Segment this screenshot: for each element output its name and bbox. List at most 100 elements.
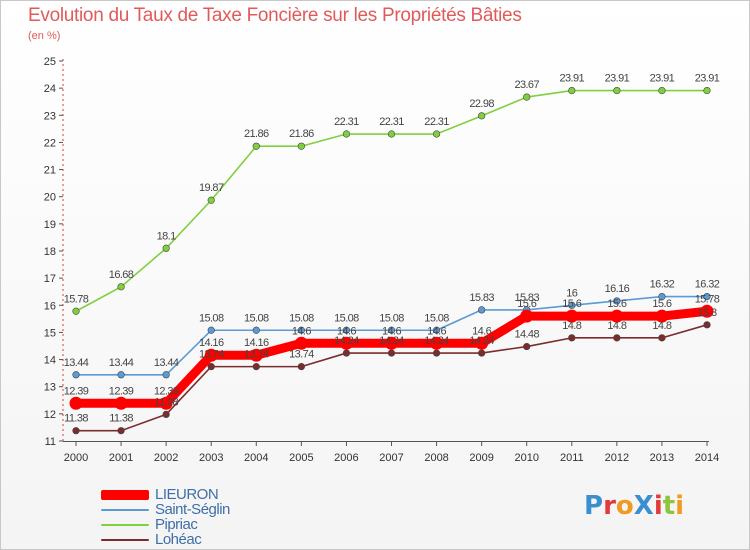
data-label-lieuron: 15.6 <box>517 298 536 310</box>
data-label-lieuron: 12.39 <box>154 385 179 397</box>
data-label-saint-seglin: 15.08 <box>379 312 404 324</box>
proxiti-logo: ProXiti <box>584 491 684 521</box>
data-point-loheac <box>342 349 351 357</box>
data-label-loheac: 13.74 <box>199 349 224 361</box>
data-label-lieuron: 15.6 <box>652 298 671 310</box>
legend: LIEURON Saint-Séglin Pipriac Lohéac <box>101 487 230 547</box>
legend-label: Lohéac <box>155 531 202 548</box>
data-label-pipriac: 21.86 <box>289 128 314 140</box>
data-label-saint-seglin: 16.32 <box>650 279 675 291</box>
data-point-lieuron <box>249 348 263 362</box>
data-label-pipriac: 19.87 <box>199 182 224 194</box>
unit-label: (en %) <box>28 30 61 42</box>
data-label-lieuron: 14.6 <box>472 325 491 337</box>
data-label-pipriac: 22.31 <box>379 116 404 128</box>
data-label-pipriac: 21.86 <box>244 128 269 140</box>
x-tick-label: 2011 <box>560 452 584 464</box>
logo-letter: P <box>584 491 604 521</box>
data-label-lieuron: 14.6 <box>427 325 446 337</box>
logo-letter: i <box>653 491 663 521</box>
data-label-pipriac: 22.31 <box>424 116 449 128</box>
data-point-lieuron <box>294 336 308 350</box>
y-tick-label: 25 <box>44 56 56 68</box>
data-point-pipriac <box>387 130 396 138</box>
legend-item-pipriac: Pipriac <box>101 517 230 532</box>
legend-label: LIEURON <box>155 486 219 503</box>
data-point-pipriac <box>613 86 621 95</box>
data-point-pipriac <box>162 244 170 252</box>
data-label-pipriac: 23.91 <box>605 73 630 85</box>
data-point-pipriac <box>207 196 215 204</box>
data-point-loheac <box>613 334 621 342</box>
x-tick-label: 2013 <box>650 452 674 464</box>
series-lines <box>69 86 714 435</box>
data-label-saint-seglin: 15.08 <box>199 312 224 324</box>
data-point-saint-seglin <box>297 326 305 334</box>
legend-swatch <box>101 489 149 500</box>
data-label-lieuron: 15.6 <box>607 298 626 310</box>
y-tick-label: 12 <box>44 409 56 421</box>
y-tick-label: 15 <box>44 327 56 339</box>
x-tick-label: 2005 <box>289 452 313 464</box>
legend-label: Pipriac <box>155 516 198 533</box>
data-label-saint-seglin: 15.83 <box>514 292 539 304</box>
data-point-pipriac <box>478 112 486 120</box>
data-label-loheac: 14.8 <box>652 320 671 332</box>
data-point-saint-seglin <box>658 293 666 301</box>
data-label-pipriac: 22.31 <box>334 116 359 128</box>
data-label-pipriac: 23.67 <box>514 79 539 91</box>
data-label-pipriac: 22.98 <box>469 98 494 110</box>
data-label-loheac: 14.24 <box>469 335 494 347</box>
legend-item-lieuron: LIEURON <box>101 487 230 502</box>
data-point-pipriac <box>568 86 576 95</box>
data-label-saint-seglin: 15.08 <box>334 312 359 324</box>
data-label-lieuron: 12.39 <box>109 385 134 397</box>
data-label-loheac: 14.8 <box>562 320 581 332</box>
data-point-saint-seglin <box>432 326 441 334</box>
data-label-saint-seglin: 15.08 <box>289 312 314 324</box>
data-point-pipriac <box>658 86 666 95</box>
data-label-pipriac: 23.91 <box>695 73 720 85</box>
data-point-loheac <box>523 342 531 351</box>
data-label-lieuron: 12.39 <box>64 385 89 397</box>
data-label-loheac: 14.24 <box>334 335 359 347</box>
data-label-loheac: 11.98 <box>154 396 178 408</box>
data-label-saint-seglin: 13.44 <box>109 357 134 369</box>
data-point-lieuron <box>159 396 173 410</box>
data-point-saint-seglin <box>703 293 711 301</box>
x-tick-label: 2012 <box>605 452 629 464</box>
logo-letter: i <box>675 491 685 521</box>
data-point-pipriac <box>72 307 80 315</box>
data-point-saint-seglin <box>162 371 170 379</box>
data-point-loheac <box>117 427 125 435</box>
data-point-saint-seglin <box>613 297 621 305</box>
data-point-lieuron <box>69 396 83 410</box>
data-point-pipriac <box>703 86 711 95</box>
x-tick-label: 2010 <box>514 452 538 464</box>
x-tick-label: 2001 <box>109 452 133 464</box>
data-point-saint-seglin <box>478 306 486 314</box>
data-label-loheac: 14.24 <box>424 335 449 347</box>
data-label-pipriac: 23.91 <box>650 73 675 85</box>
data-label-saint-seglin: 15.83 <box>469 292 494 304</box>
data-label-loheac: 13.74 <box>244 349 269 361</box>
legend-swatch <box>101 508 149 511</box>
data-point-loheac <box>658 334 666 342</box>
data-label-saint-seglin: 16 <box>566 287 578 299</box>
data-label-loheac: 15.3 <box>697 307 716 319</box>
data-point-lieuron <box>565 309 579 323</box>
data-label-lieuron: 14.6 <box>337 325 356 337</box>
data-point-saint-seglin <box>72 371 80 379</box>
data-point-lieuron <box>700 304 714 318</box>
data-point-loheac <box>568 334 576 342</box>
data-point-saint-seglin <box>117 371 125 379</box>
y-tick-label: 21 <box>44 165 56 177</box>
data-point-lieuron <box>339 336 353 350</box>
data-label-saint-seglin: 16.32 <box>695 279 720 291</box>
data-label-pipriac: 18.1 <box>157 230 176 242</box>
data-point-loheac <box>252 363 260 371</box>
legend-swatch <box>101 538 149 541</box>
data-point-saint-seglin <box>387 326 396 334</box>
data-label-lieuron: 14.16 <box>244 337 269 349</box>
